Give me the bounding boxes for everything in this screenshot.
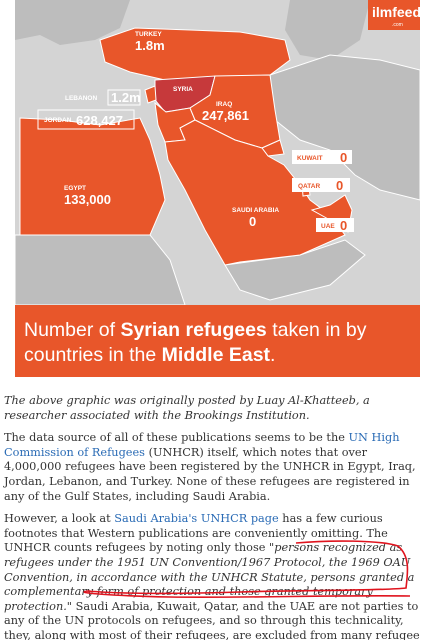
infographic: ilmfeed .com TURKEY 1.8m LEBANON 1.2m SY… xyxy=(14,0,421,377)
caption-text: Number of xyxy=(24,319,121,341)
link[interactable]: Saudi Arabia's UNHCR page xyxy=(114,512,279,526)
country-name: SYRIA xyxy=(173,86,193,93)
egypt-shape xyxy=(19,117,166,236)
label-box xyxy=(107,89,141,106)
country-refugees: 1.2m xyxy=(111,90,141,105)
brand-suffix: .com xyxy=(392,22,403,28)
label-box xyxy=(316,218,354,232)
country-name: QATAR xyxy=(298,183,320,190)
country-name: LEBANON xyxy=(65,95,97,102)
brand: ilmfeed xyxy=(372,4,421,20)
paragraph-text: However, a look at xyxy=(4,512,115,526)
link[interactable]: UN High Commission of Refugees xyxy=(4,431,400,459)
country-refugees: 247,861 xyxy=(202,108,249,123)
paragraph-text: Saudi Arabia, Kuwait, Qatar, and the UAE… xyxy=(4,599,420,640)
caption: Number of Syrian refugees taken in by co… xyxy=(24,318,404,368)
country-refugees: 0 xyxy=(340,218,347,233)
label-box xyxy=(292,178,350,192)
caption-band xyxy=(15,305,420,377)
country-refugees: 0 xyxy=(249,214,256,229)
caption-text: . xyxy=(270,344,276,366)
paragraph-text: (UNHCR) itself, which notes that over 4,… xyxy=(4,445,416,503)
caption-bold: Syrian refugees xyxy=(120,319,267,341)
country-refugees: 1.8m xyxy=(135,38,165,53)
label-box xyxy=(37,109,135,130)
article: The above graphic was originally posted … xyxy=(4,394,424,640)
land xyxy=(224,239,366,301)
land xyxy=(269,54,421,201)
caption-bold: Middle East xyxy=(161,344,271,366)
paragraph: However, a look at Saudi Arabia's UNHCR … xyxy=(4,512,424,640)
turkey-shape xyxy=(99,27,291,81)
country-name: JORDAN xyxy=(44,117,72,124)
country-refugees: 628,427 xyxy=(76,113,123,128)
country-name: TURKEY xyxy=(135,31,162,38)
caption-text: taken in by countries in the xyxy=(24,319,367,366)
country-name: EGYPT xyxy=(64,185,86,192)
land xyxy=(285,0,370,60)
land xyxy=(15,0,130,45)
paragraph-text: The data source of all of these publicat… xyxy=(4,431,349,445)
country-name: IRAQ xyxy=(216,101,232,108)
country-name: SAUDI ARABIA xyxy=(232,207,279,214)
saudi-shape xyxy=(164,119,346,266)
paragraph-text: The above graphic was originally posted … xyxy=(4,394,370,422)
country-refugees: 0 xyxy=(340,150,347,165)
label-box xyxy=(292,150,352,164)
logo-box xyxy=(368,0,420,30)
country-name: UAE xyxy=(321,223,335,230)
paragraph: The data source of all of these publicat… xyxy=(4,431,424,504)
country-name: KUWAIT xyxy=(297,155,323,162)
paragraph: The above graphic was originally posted … xyxy=(4,394,424,423)
lebanon-shape xyxy=(144,85,157,104)
country-refugees: 0 xyxy=(336,178,343,193)
country-refugees: 133,000 xyxy=(64,192,111,207)
